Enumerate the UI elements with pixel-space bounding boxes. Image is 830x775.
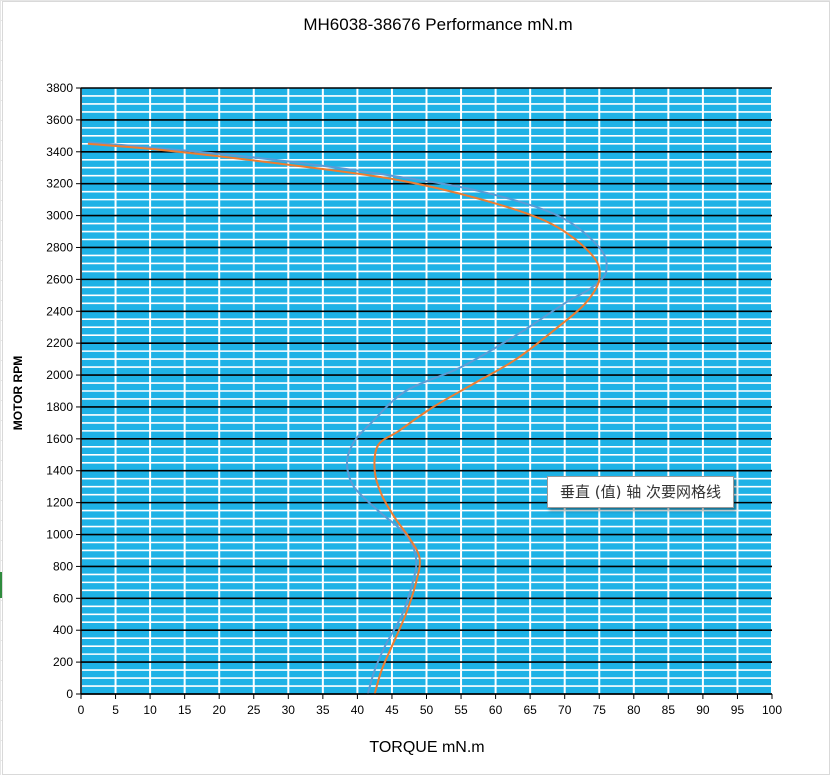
x-tick-label: 25	[247, 703, 261, 717]
x-tick-label: 65	[523, 703, 537, 717]
y-tick-label: 1000	[46, 528, 73, 542]
x-axis-title: TORQUE mN.m	[369, 739, 484, 756]
y-tick-label: 1800	[46, 400, 73, 414]
gridline-tooltip: 垂直 (值) 轴 次要网格线	[547, 476, 735, 508]
y-tick-label: 1600	[46, 432, 73, 446]
x-tick-label: 70	[558, 703, 572, 717]
vertical-gridlines	[80, 88, 773, 694]
x-tick-label: 75	[593, 703, 607, 717]
chart-title: MH6038-38676 Performance mN.m	[303, 15, 572, 34]
y-tick-label: 0	[66, 687, 73, 701]
x-tick-label: 95	[731, 703, 745, 717]
x-axis-tick-labels: 0 5 10 15 20 25 30 35 40 45 50 55 60 65 70 75 80 85 90 95 10…	[78, 694, 782, 717]
x-tick-label: 15	[178, 703, 192, 717]
y-tick-label: 800	[53, 559, 73, 573]
y-tick-label: 1200	[46, 496, 73, 510]
y-tick-label: 600	[53, 591, 73, 605]
y-tick-label: 3600	[46, 113, 73, 127]
x-tick-label: 20	[213, 703, 227, 717]
x-tick-label: 35	[316, 703, 330, 717]
x-tick-label: 60	[489, 703, 503, 717]
x-tick-label: 80	[627, 703, 641, 717]
series-line-1	[87, 141, 608, 695]
y-tick-label: 3400	[46, 145, 73, 159]
selection-marker	[0, 572, 2, 598]
x-tick-label: 45	[385, 703, 399, 717]
y-tick-label: 2600	[46, 272, 73, 286]
x-tick-label: 40	[351, 703, 365, 717]
y-tick-label: 2400	[46, 304, 73, 318]
x-tick-label: 50	[420, 703, 434, 717]
series-layer	[87, 141, 608, 695]
y-tick-label: 400	[53, 623, 73, 637]
series-line-2	[87, 142, 601, 695]
y-tick-label: 200	[53, 655, 73, 669]
x-tick-label: 0	[78, 703, 85, 717]
x-tick-label: 55	[454, 703, 468, 717]
y-tick-label: 2200	[46, 336, 73, 350]
y-tick-label: 2800	[46, 240, 73, 254]
y-tick-label: 3200	[46, 177, 73, 191]
major-horizontal-gridlines	[81, 87, 772, 695]
x-tick-label: 5	[112, 703, 119, 717]
x-tick-label: 10	[143, 703, 157, 717]
y-axis-title: MOTOR RPM	[11, 356, 25, 430]
y-tick-label: 3800	[46, 81, 73, 95]
y-axis-tick-labels: 0 200 400 600 800 1000 1200 1400 1600 1800 2000 220…	[46, 81, 81, 701]
x-tick-label: 30	[282, 703, 296, 717]
x-tick-label: 85	[662, 703, 676, 717]
x-tick-label: 90	[696, 703, 710, 717]
y-tick-label: 2000	[46, 368, 73, 382]
x-tick-label: 100	[762, 703, 782, 717]
y-tick-label: 3000	[46, 209, 73, 223]
y-tick-label: 1400	[46, 464, 73, 478]
